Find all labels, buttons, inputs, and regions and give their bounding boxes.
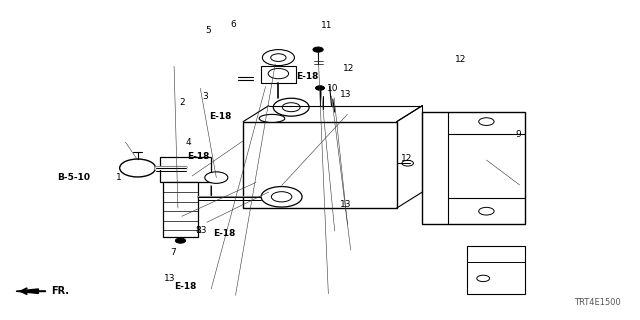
Text: 9: 9: [516, 130, 521, 139]
Circle shape: [175, 238, 186, 243]
Circle shape: [402, 160, 413, 166]
Text: E-18: E-18: [296, 72, 318, 81]
Text: 12: 12: [343, 64, 355, 73]
Text: B-5-10: B-5-10: [57, 173, 90, 182]
Text: 11: 11: [321, 21, 332, 30]
Text: 13: 13: [196, 226, 207, 235]
Circle shape: [273, 98, 309, 116]
Text: E-18: E-18: [175, 282, 196, 291]
Polygon shape: [422, 112, 525, 224]
Circle shape: [271, 54, 286, 61]
Circle shape: [479, 207, 494, 215]
Bar: [261, 66, 296, 83]
Polygon shape: [163, 182, 198, 237]
Text: 12: 12: [401, 154, 412, 163]
Text: 10: 10: [327, 84, 339, 92]
Text: 7: 7: [170, 248, 175, 257]
Text: E-18: E-18: [213, 229, 235, 238]
Polygon shape: [16, 289, 38, 293]
Text: 8: 8: [196, 226, 201, 235]
Text: TRT4E1500: TRT4E1500: [574, 298, 621, 307]
Circle shape: [120, 159, 156, 177]
Text: 6: 6: [231, 20, 236, 28]
Text: 2: 2: [180, 98, 185, 107]
Polygon shape: [243, 122, 397, 208]
Text: 12: 12: [455, 55, 467, 64]
Circle shape: [262, 50, 294, 66]
Circle shape: [205, 172, 228, 183]
Circle shape: [316, 86, 324, 90]
Polygon shape: [160, 157, 211, 182]
Text: 3: 3: [202, 92, 207, 100]
Text: 13: 13: [340, 200, 351, 209]
Text: 13: 13: [164, 274, 175, 283]
Text: E-18: E-18: [210, 112, 232, 121]
Circle shape: [313, 47, 323, 52]
Polygon shape: [467, 246, 525, 294]
Text: FR.: FR.: [51, 286, 69, 296]
Text: 1: 1: [116, 173, 121, 182]
Circle shape: [268, 68, 289, 79]
Circle shape: [282, 103, 300, 112]
Text: 13: 13: [340, 90, 351, 99]
Text: E-18: E-18: [188, 152, 209, 161]
Circle shape: [479, 118, 494, 125]
Circle shape: [271, 192, 292, 202]
Ellipse shape: [259, 115, 285, 123]
Text: 4: 4: [186, 138, 191, 147]
Circle shape: [261, 187, 302, 207]
Circle shape: [477, 275, 490, 282]
Text: 5: 5: [205, 26, 211, 35]
